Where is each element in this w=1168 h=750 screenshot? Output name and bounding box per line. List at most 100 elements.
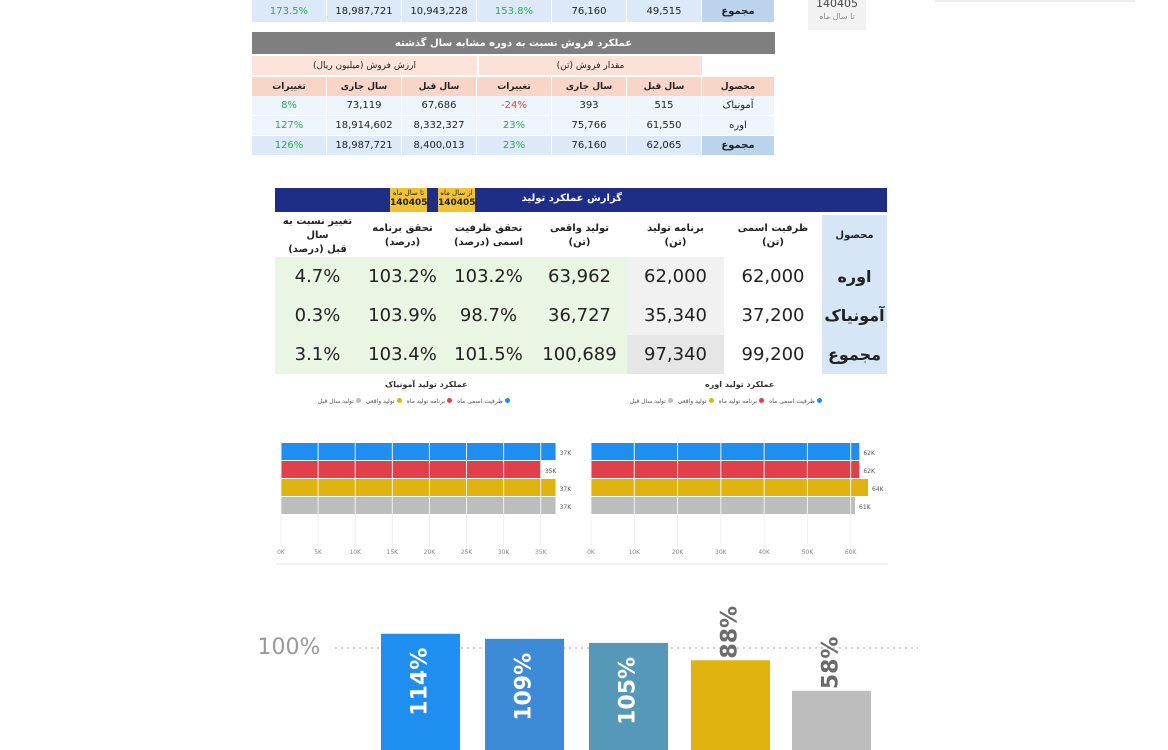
cell-q-previous: 61,550: [627, 116, 702, 135]
hdr-cap-real: تحقق ظرفیت اسمی (درصد): [453, 223, 524, 248]
cell-actual: 63,962: [532, 257, 627, 296]
x-tick: 30K: [498, 549, 511, 556]
cell-nominal: 62,000: [724, 257, 822, 296]
big-bar-2: [589, 642, 668, 750]
group-value-label: ارزش فروش (میلیون ریال): [252, 56, 477, 75]
cell-cap-real: 101.5%: [445, 335, 532, 374]
cell-cap-real: 103.2%: [445, 257, 532, 296]
period-box-until: تا سال ماه 140405: [390, 188, 428, 212]
cell-product: آمونیاک: [822, 296, 887, 335]
hdr-nominal: ظرفیت اسمی (تن): [737, 223, 809, 248]
production-row-total: 3.1% 103.4% 101.5% 100,689 97,340 99,200…: [275, 335, 887, 374]
chart-ammonia-legend: تولید سال قبل تولید واقعی برنامه تولید م…: [318, 398, 510, 405]
cell-q-change: 23%: [477, 116, 552, 135]
big-bar-3: [691, 660, 770, 750]
top-total-v-change: 173.5%: [252, 0, 327, 22]
period-from-label: از سال ماه: [440, 189, 473, 197]
period-until-code: 140405: [390, 198, 428, 208]
legend-item: تولید سال قبل: [318, 398, 361, 405]
bar-label: 62K: [863, 468, 876, 475]
top-total-q-current: 76,160: [552, 0, 627, 22]
cell-q-previous: 515: [627, 96, 702, 115]
big-bar-label: 105%: [616, 657, 641, 725]
cell-nominal: 37,200: [724, 296, 822, 335]
cell-v-previous: 67,686: [402, 96, 477, 115]
cell-q-change: -24%: [477, 96, 552, 115]
x-tick: 30K: [715, 549, 728, 556]
legend-item: تولید واقعی: [366, 398, 402, 405]
bar-0-0: [281, 443, 556, 460]
cell-v-change: 8%: [252, 96, 327, 115]
chart-urea-title: عملکرد تولید اوره: [705, 380, 775, 389]
cell-yoy: 3.1%: [275, 335, 360, 374]
big-bar-4: [792, 690, 871, 750]
cell-nominal: 99,200: [724, 335, 822, 374]
bar-label: 37K: [560, 450, 573, 457]
x-tick: 20K: [672, 549, 685, 556]
group-empty: [702, 56, 775, 75]
x-tick: 10K: [628, 549, 641, 556]
sales-header-row: تغییرات سال جاری سال قبل تغییرات سال جار…: [252, 77, 775, 96]
sales-row-ammonia: 8% 73,119 67,686 -24% 393 515 آمونیاک: [252, 96, 775, 115]
production-row-urea: 4.7% 103.2% 103.2% 63,962 62,000 62,000 …: [275, 257, 887, 296]
chart-urea-legend: تولید سال قبل تولید واقعی برنامه تولید م…: [630, 398, 822, 405]
production-report: تا سال ماه 140405 از سال ماه 140405 گزار…: [275, 188, 887, 374]
cell-product: مجموع: [702, 136, 775, 155]
hdr-product: محصول: [702, 77, 775, 96]
bar-label: 35K: [545, 468, 558, 475]
legend-item: برنامه تولید ماه: [719, 398, 765, 405]
legend-item: تولید سال قبل: [630, 398, 673, 405]
cell-plan-real: 103.2%: [360, 257, 445, 296]
bar-label: 62K: [863, 450, 876, 457]
period-from-code: 140405: [438, 198, 476, 208]
sales-section: 173.5% 18,987,721 10,943,228 153.8% 76,1…: [252, 0, 775, 155]
cell-v-current: 73,119: [327, 96, 402, 115]
legend-item: ظرفیت اسمی ماه: [769, 398, 822, 405]
x-tick: 25K: [461, 549, 474, 556]
bar-0-1: [281, 461, 541, 478]
hdr-plan-real: تحقق برنامه (درصد): [372, 223, 433, 248]
cell-q-current: 75,766: [552, 116, 627, 135]
bar-1-0: [591, 443, 860, 460]
bar-0-3: [281, 497, 556, 514]
cell-yoy: 4.7%: [275, 257, 360, 296]
cell-product: اوره: [702, 116, 775, 135]
cell-cap-real: 98.7%: [445, 296, 532, 335]
chart-ammonia-title: عملکرد تولید آمونیاک: [385, 380, 468, 389]
top-divider: [935, 0, 1135, 2]
sales-comparison-title: عملکرد فروش نسبت به دوره مشابه سال گذشته: [252, 32, 775, 54]
group-quantity-label: مقدار فروش (تن): [477, 56, 702, 75]
big-bar-label: 114%: [408, 648, 433, 716]
top-total-v-previous: 10,943,228: [402, 0, 477, 22]
hdr-yoy: تغییر نسبت به سال قبل (درصد): [282, 216, 353, 255]
hdr-product: محصول: [822, 215, 887, 257]
sales-row-total: 126% 18,987,721 8,400,013 23% 76,160 62,…: [252, 136, 775, 155]
cell-plan-real: 103.9%: [360, 296, 445, 335]
cell-plan: 62,000: [627, 257, 724, 296]
sales-group-header: ارزش فروش (میلیون ریال) مقدار فروش (تن): [252, 56, 775, 75]
x-tick: 15K: [387, 549, 400, 556]
side-date-text: تا سال ماه: [819, 12, 855, 21]
production-row-ammonia: 0.3% 103.9% 98.7% 36,727 35,340 37,200 آ…: [275, 296, 887, 335]
production-title-bar: تا سال ماه 140405 از سال ماه 140405 گزار…: [275, 188, 887, 212]
hdr-v-previous: سال قبل: [402, 77, 477, 96]
sales-row-urea: 127% 18,914,602 8,332,327 23% 75,766 61,…: [252, 116, 775, 135]
cell-q-current: 76,160: [552, 136, 627, 155]
bar-label: 61K: [859, 504, 872, 511]
cell-product: آمونیاک: [702, 96, 775, 115]
period-until-label: تا سال ماه: [392, 189, 425, 197]
hdr-actual: تولید واقعی (تن): [549, 223, 610, 248]
x-tick: 20K: [424, 549, 437, 556]
cell-q-previous: 62,065: [627, 136, 702, 155]
legend-item: برنامه تولید ماه: [407, 398, 453, 405]
bar-1-1: [591, 461, 860, 478]
big-bar-0: [381, 633, 460, 750]
big-bar-label: 109%: [512, 653, 537, 721]
side-date-box: 140405 تا سال ماه: [808, 0, 866, 30]
cell-product: مجموع: [822, 335, 887, 374]
side-date-code: 140405: [816, 0, 858, 10]
hdr-v-current: سال جاری: [327, 77, 402, 96]
top-total-row: 173.5% 18,987,721 10,943,228 153.8% 76,1…: [252, 0, 775, 22]
big-bar-label: 88%: [718, 606, 743, 659]
cell-plan: 97,340: [627, 335, 724, 374]
